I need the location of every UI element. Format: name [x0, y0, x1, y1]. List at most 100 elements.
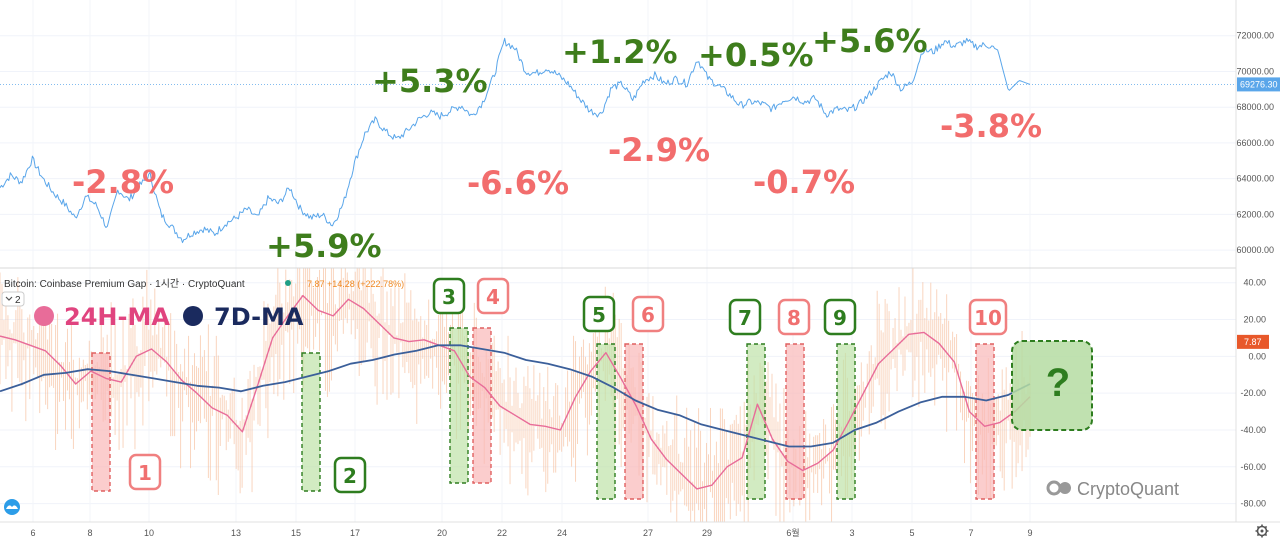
percent-label: +5.6% — [812, 22, 928, 60]
y-axis-ticks: 60000.00 62000.00 64000.00 66000.00 68000.00… — [1236, 31, 1274, 509]
x-tick-label: 15 — [291, 528, 301, 538]
annotation-band-1 — [91, 352, 111, 492]
annotation-number-7: 7 — [738, 306, 752, 330]
annotation-number-10: 10 — [974, 306, 1002, 330]
annotation-number-8: 8 — [787, 306, 801, 330]
x-tick-label: 6월 — [786, 527, 799, 538]
annotation-band-8 — [785, 343, 805, 500]
price-last-badge — [1237, 77, 1280, 92]
x-tick-label: 3 — [849, 528, 854, 538]
percent-annotations: -2.8% +5.9% +5.3% -6.6% +1.2% -2.9% +0.5% -0.7%… — [72, 22, 1042, 265]
price-pane — [0, 37, 1236, 244]
x-tick-label: 7 — [968, 528, 973, 538]
x-tick-label: 13 — [231, 528, 241, 538]
price-y-tick: 68000.00 — [1236, 102, 1274, 112]
annotation-label-box-3 — [432, 277, 466, 315]
status-dot-icon — [285, 280, 291, 286]
premium-y-tick: 20.00 — [1243, 315, 1266, 325]
ma-lines — [0, 294, 1031, 490]
price-y-tick: 66000.00 — [1236, 138, 1274, 148]
x-tick-label: 10 — [144, 528, 154, 538]
percent-label: +5.3% — [372, 62, 488, 100]
premium-y-tick: -60.00 — [1240, 462, 1266, 472]
annotation-number-6: 6 — [641, 303, 655, 327]
x-tick-label: 29 — [702, 528, 712, 538]
percent-label: -2.8% — [72, 163, 174, 201]
legend-label-7d: 7D-MA — [214, 303, 304, 331]
price-y-tick: 70000.00 — [1236, 66, 1274, 76]
indicator-title: Bitcoin: Coinbase Premium Gap · 1시간 · Cr… — [4, 278, 245, 290]
question-box: ? — [1011, 340, 1093, 431]
x-tick-label: 20 — [437, 528, 447, 538]
annotation-band-3 — [449, 327, 469, 484]
annotation-band-6 — [624, 343, 644, 500]
premium-y-tick: 40.00 — [1243, 278, 1266, 288]
percent-label: +1.2% — [562, 33, 678, 71]
premium-y-tick: -80.00 — [1240, 499, 1266, 509]
annotation-band-5 — [596, 343, 616, 500]
x-tick-label: 9 — [1027, 528, 1032, 538]
x-tick-label: 27 — [643, 528, 653, 538]
chevron-down-icon — [5, 296, 13, 301]
annotation-band-10 — [975, 343, 995, 500]
annotation-label-box-2 — [333, 456, 367, 494]
annotation-label-box-1 — [128, 453, 162, 491]
annotation-number-2: 2 — [343, 464, 357, 488]
annotation-label-box-5 — [582, 295, 616, 333]
annotation-band-2 — [301, 352, 321, 492]
annotation-number-4: 4 — [486, 285, 500, 309]
watermark: CryptoQuant — [1046, 479, 1179, 499]
x-tick-label: 22 — [497, 528, 507, 538]
percent-label: -0.7% — [753, 163, 855, 201]
btc-price-line — [0, 37, 1031, 244]
ma-24h-line — [0, 294, 1031, 490]
annotation-band-4 — [472, 327, 492, 484]
legend: 24H-MA 7D-MA — [34, 303, 304, 331]
x-tick-label: 17 — [350, 528, 360, 538]
ma-7d-line — [0, 344, 1031, 448]
annotation-label-box-4 — [476, 277, 510, 315]
annotation-band-9 — [836, 343, 856, 500]
indicator-values: 7.87 +14.28 (+222.78%) — [307, 279, 404, 289]
annotation-number-9: 9 — [833, 306, 847, 330]
price-y-tick: 62000.00 — [1236, 209, 1274, 219]
price-y-tick: 60000.00 — [1236, 245, 1274, 255]
x-axis-ticks: 6 8 10 13 15 17 20 22 24 27 29 6월 3 5 7 9 — [30, 527, 1032, 538]
annotation-number-5: 5 — [592, 303, 606, 327]
x-tick-label: 5 — [909, 528, 914, 538]
annotation-label-box-9 — [823, 298, 857, 336]
annotation-number-3: 3 — [442, 285, 456, 309]
annotation-band-7 — [746, 343, 766, 500]
question-mark: ? — [1046, 361, 1070, 405]
annotation-number-1: 1 — [138, 461, 152, 485]
last-value-badges: 69276.30 7.87 — [1237, 77, 1280, 349]
settings-gear-icon[interactable] — [1255, 524, 1269, 538]
percent-label: +5.9% — [266, 227, 382, 265]
annotation-label-box-8 — [777, 298, 811, 336]
percent-label: -3.8% — [940, 107, 1042, 145]
annotation-label-box-7 — [728, 298, 762, 336]
annotation-label-box-6 — [631, 295, 665, 333]
x-tick-label: 24 — [557, 528, 567, 538]
x-tick-label: 8 — [87, 528, 92, 538]
legend-label-24h: 24H-MA — [64, 303, 170, 331]
collapse-toggle-button[interactable]: 2 — [1, 291, 25, 307]
cryptoquant-logo-icon — [1046, 480, 1062, 496]
percent-label: -6.6% — [467, 164, 569, 202]
premium-y-tick: 0.00 — [1248, 351, 1266, 361]
annotation-boxes: 1 2 3 4 5 6 7 8 9 10 — [91, 277, 1008, 500]
legend-swatch-7d — [183, 306, 203, 326]
watermark-text: CryptoQuant — [1077, 479, 1179, 499]
collapse-count: 2 — [15, 295, 21, 306]
annotation-label-box-10 — [968, 298, 1008, 336]
premium-last-value: 7.87 — [1244, 337, 1262, 347]
legend-swatch-24h — [34, 306, 54, 326]
percent-label: -2.9% — [608, 131, 710, 169]
price-last-value: 69276.30 — [1240, 79, 1278, 89]
premium-y-tick: -40.00 — [1240, 425, 1266, 435]
tradingview-logo-icon[interactable] — [4, 499, 20, 515]
grid-lines — [0, 0, 1236, 522]
x-tick-label: 6 — [30, 528, 35, 538]
